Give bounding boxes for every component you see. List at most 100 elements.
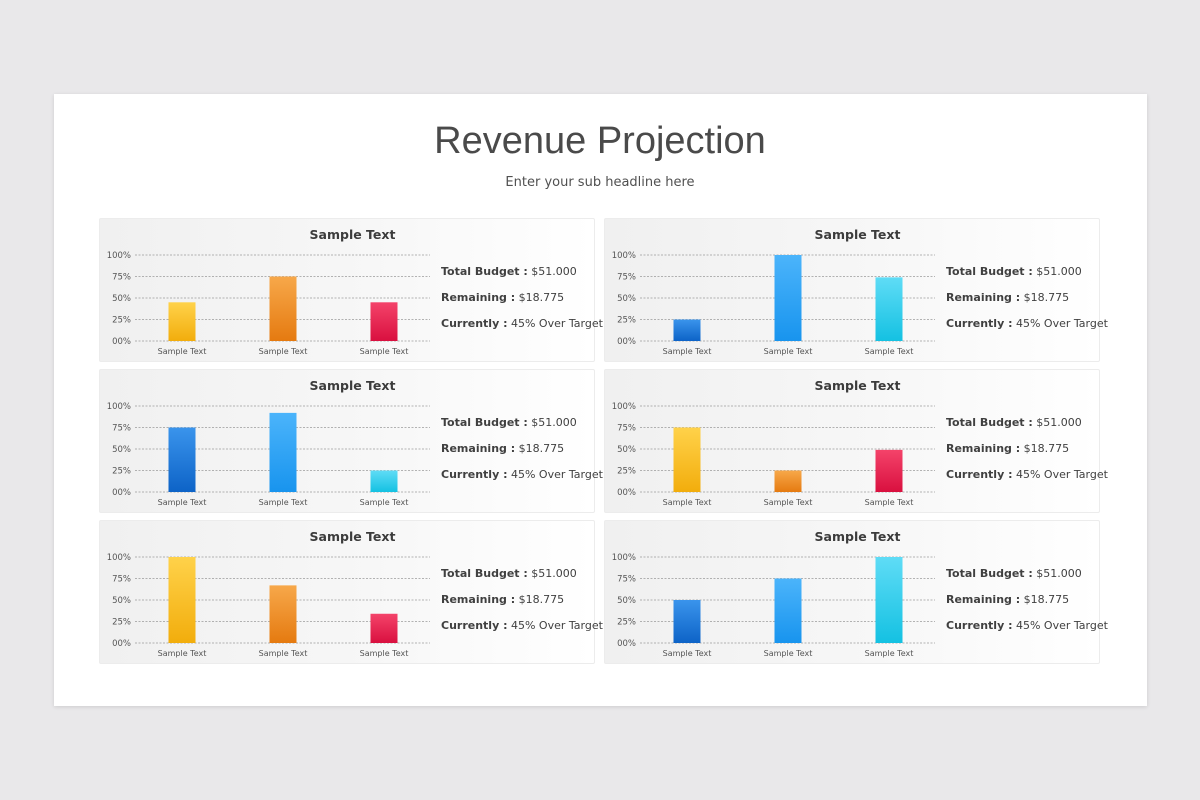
- bar-chart: 00% 25% 50% 75% 100% Sample Text Sample Text Sa…: [107, 251, 430, 356]
- total-budget-label: Total Budget :: [441, 265, 528, 278]
- currently-label: Currently :: [441, 619, 508, 632]
- remaining-row: Remaining : $18.775: [441, 442, 591, 468]
- bar-chart: 00% 25% 50% 75% 100% Sample Text Sample Text Sa…: [612, 553, 935, 658]
- bar: [168, 427, 196, 492]
- total-budget-value: $51.000: [1036, 416, 1082, 429]
- bar: [673, 319, 701, 341]
- chart-panel: Sample Text 00% 25% 50% 75% 100% Sample Text S…: [99, 369, 603, 513]
- y-tick-label: 50%: [617, 445, 636, 455]
- bar: [370, 613, 398, 643]
- currently-row: Currently : 45% Over Target: [441, 317, 603, 343]
- bar: [774, 255, 802, 341]
- bar-chart: 00% 25% 50% 75% 100% Sample Text Sample Text Sa…: [107, 553, 430, 658]
- bar-chart: 00% 25% 50% 75% 100% Sample Text Sample Text Sa…: [612, 402, 935, 507]
- total-budget-label: Total Budget :: [946, 567, 1033, 580]
- y-tick-label: 50%: [617, 596, 636, 606]
- x-tick-label: Sample Text: [158, 498, 207, 507]
- total-budget-row: Total Budget : $51.000: [946, 416, 1096, 442]
- x-tick-label: Sample Text: [360, 649, 409, 658]
- y-tick-label: 75%: [112, 273, 131, 283]
- x-tick-label: Sample Text: [764, 498, 813, 507]
- total-budget-label: Total Budget :: [946, 416, 1033, 429]
- currently-label: Currently :: [946, 468, 1013, 481]
- x-tick-label: Sample Text: [663, 498, 712, 507]
- x-tick-label: Sample Text: [865, 649, 914, 658]
- y-tick-label: 100%: [107, 402, 131, 412]
- currently-label: Currently :: [946, 619, 1013, 632]
- currently-value: 45% Over Target: [1015, 619, 1108, 632]
- bar: [370, 470, 398, 492]
- budget-info: Total Budget : $51.000 Remaining : $18.7…: [946, 265, 1108, 343]
- remaining-row: Remaining : $18.775: [946, 593, 1096, 619]
- y-tick-label: 25%: [112, 316, 131, 326]
- y-tick-label: 50%: [617, 294, 636, 304]
- currently-row: Currently : 45% Over Target: [946, 317, 1108, 343]
- bar: [269, 276, 297, 341]
- y-tick-label: 100%: [612, 402, 636, 412]
- total-budget-value: $51.000: [531, 416, 577, 429]
- x-tick-label: Sample Text: [360, 347, 409, 356]
- y-tick-label: 100%: [107, 251, 131, 261]
- remaining-value: $18.775: [518, 593, 565, 606]
- remaining-label: Remaining :: [441, 442, 516, 455]
- total-budget-value: $51.000: [531, 265, 577, 278]
- y-tick-label: 25%: [617, 618, 636, 628]
- remaining-value: $18.775: [518, 442, 565, 455]
- y-tick-label: 25%: [617, 316, 636, 326]
- remaining-row: Remaining : $18.775: [441, 593, 591, 619]
- currently-value: 45% Over Target: [510, 317, 603, 330]
- bar: [875, 557, 903, 643]
- y-tick-label: 75%: [617, 424, 636, 434]
- total-budget-row: Total Budget : $51.000: [946, 567, 1096, 593]
- currently-label: Currently :: [441, 317, 508, 330]
- currently-value: 45% Over Target: [1015, 317, 1108, 330]
- x-tick-label: Sample Text: [764, 347, 813, 356]
- remaining-value: $18.775: [1023, 442, 1070, 455]
- x-tick-label: Sample Text: [865, 498, 914, 507]
- chart-panel: Sample Text 00% 25% 50% 75% 100% Sample Text S…: [99, 520, 603, 664]
- total-budget-row: Total Budget : $51.000: [441, 265, 591, 291]
- total-budget-row: Total Budget : $51.000: [441, 567, 591, 593]
- bar: [370, 302, 398, 341]
- y-tick-label: 25%: [112, 618, 131, 628]
- budget-info: Total Budget : $51.000 Remaining : $18.7…: [441, 416, 603, 494]
- x-tick-label: Sample Text: [663, 347, 712, 356]
- x-tick-label: Sample Text: [663, 649, 712, 658]
- bar: [673, 600, 701, 643]
- currently-row: Currently : 45% Over Target: [441, 468, 603, 494]
- chart-title: Sample Text: [814, 529, 901, 544]
- currently-row: Currently : 45% Over Target: [441, 619, 603, 645]
- y-tick-label: 100%: [612, 251, 636, 261]
- x-tick-label: Sample Text: [259, 498, 308, 507]
- x-tick-label: Sample Text: [360, 498, 409, 507]
- x-tick-label: Sample Text: [158, 649, 207, 658]
- remaining-label: Remaining :: [441, 593, 516, 606]
- total-budget-row: Total Budget : $51.000: [946, 265, 1096, 291]
- y-tick-label: 75%: [617, 273, 636, 283]
- bar: [673, 427, 701, 492]
- bar: [774, 470, 802, 492]
- bar: [269, 412, 297, 492]
- chart-title: Sample Text: [309, 227, 396, 242]
- remaining-value: $18.775: [1023, 291, 1070, 304]
- x-tick-label: Sample Text: [865, 347, 914, 356]
- currently-row: Currently : 45% Over Target: [946, 468, 1108, 494]
- chart-title: Sample Text: [814, 378, 901, 393]
- bar: [875, 449, 903, 492]
- chart-panel: Sample Text 00% 25% 50% 75% 100% Sample Text S…: [604, 520, 1108, 664]
- y-tick-label: 50%: [112, 445, 131, 455]
- chart-panel: Sample Text 00% 25% 50% 75% 100% Sample Text S…: [99, 218, 603, 362]
- page-subtitle: Enter your sub headline here: [505, 175, 695, 190]
- bar: [168, 557, 196, 643]
- budget-info: Total Budget : $51.000 Remaining : $18.7…: [946, 567, 1108, 645]
- total-budget-value: $51.000: [1036, 265, 1082, 278]
- remaining-row: Remaining : $18.775: [946, 291, 1096, 317]
- remaining-label: Remaining :: [441, 291, 516, 304]
- y-tick-label: 25%: [617, 467, 636, 477]
- chart-title: Sample Text: [309, 529, 396, 544]
- chart-title: Sample Text: [309, 378, 396, 393]
- currently-value: 45% Over Target: [510, 468, 603, 481]
- currently-row: Currently : 45% Over Target: [946, 619, 1108, 645]
- bar: [269, 585, 297, 643]
- total-budget-value: $51.000: [1036, 567, 1082, 580]
